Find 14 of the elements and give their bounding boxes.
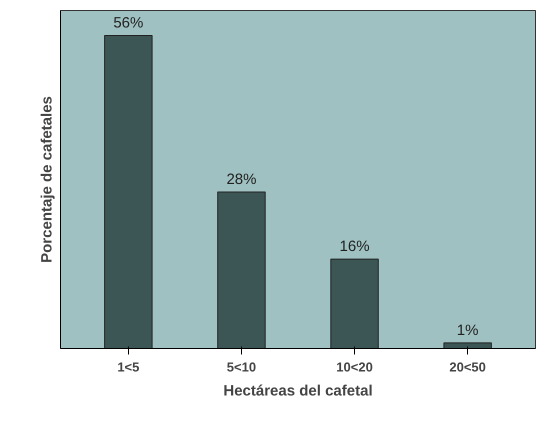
x-tick-label: 1<5 — [117, 360, 140, 374]
bar — [330, 258, 379, 348]
bar — [217, 192, 266, 348]
x-tick-label: 10<20 — [336, 360, 373, 374]
x-axis-title: Hectáreas del cafetal — [223, 382, 373, 400]
data-label: 16% — [340, 238, 370, 256]
data-label: 56% — [113, 14, 144, 32]
bar — [443, 342, 492, 348]
x-tick-label: 5<10 — [226, 360, 256, 374]
bar — [104, 35, 153, 348]
x-tick-label: 20<50 — [449, 360, 486, 374]
y-axis-title: Porcentaje de cafetales — [38, 96, 56, 263]
data-label: 1% — [456, 322, 478, 339]
data-label: 28% — [226, 171, 256, 188]
